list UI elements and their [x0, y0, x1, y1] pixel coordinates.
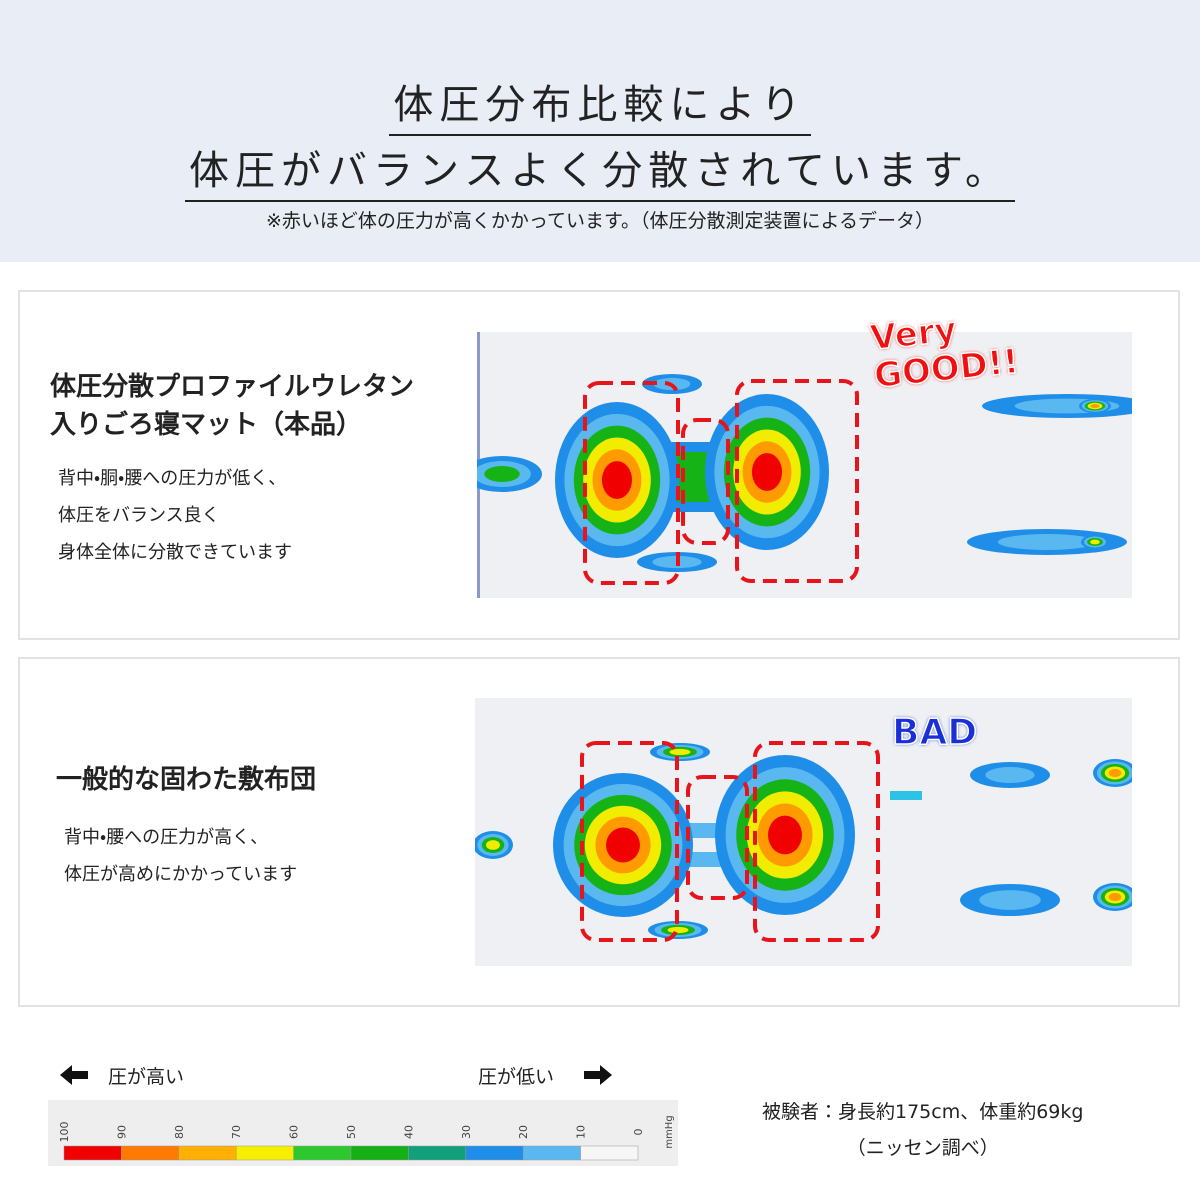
title-text: 体圧分布比較により [389, 82, 811, 136]
heat-blob [669, 748, 691, 756]
highlight-box [735, 379, 859, 583]
low-label: 圧が低い [478, 1066, 555, 1088]
heat-blob [751, 453, 783, 491]
heatmap [475, 698, 1132, 966]
heat-blob [667, 926, 689, 934]
highlight-box [753, 741, 880, 942]
highlight-box [583, 381, 680, 585]
card-description: 背中・腰への圧力が高く、 体圧が高めにかかっています [64, 819, 297, 893]
card-title-line: 入りごろ寝マット（本品） [50, 410, 363, 440]
heatmap [477, 332, 1132, 598]
arrow-left [60, 1065, 88, 1085]
scale-label: 50 [345, 1125, 358, 1139]
scale-segment [408, 1145, 467, 1161]
scale-segment [178, 1145, 237, 1161]
highlight-box [681, 418, 730, 545]
description-line: 身体全体に分散できています [58, 542, 292, 563]
scale-segment [121, 1145, 180, 1161]
card-title: 体圧分散プロファイルウレタン 入りごろ寝マット（本品） [50, 368, 414, 444]
scale-label: 10 [575, 1125, 588, 1139]
highlight-box [580, 741, 679, 942]
scale-label: 100 [58, 1122, 71, 1143]
heat-blob [985, 767, 1035, 783]
heat-blob [606, 827, 640, 863]
heat-blob [1108, 893, 1122, 901]
color-scale: 100 90 80 70 60 50 40 30 20 10 0 mmHg [48, 1100, 678, 1166]
heat-blob [484, 466, 520, 482]
subject-line: 被験者：身長約175cm、体重約69kg [762, 1101, 1084, 1123]
card-title-line: 体圧分散プロファイルウレタン [50, 372, 415, 402]
card-description: 背中・胴・腰への圧力が低く、 体圧をバランス良く 身体全体に分散できています [58, 460, 292, 571]
high-label: 圧が高い [108, 1066, 185, 1088]
scale-segment [350, 1145, 409, 1161]
heat-blob [979, 890, 1041, 910]
heat-blob [601, 461, 633, 499]
card-title: 一般的な固わた敷布団 [56, 761, 316, 799]
badge-line: BAD [891, 711, 978, 754]
heat-blob [1090, 404, 1100, 408]
note: ※赤いほど体の圧力が高くかかっています。（体圧分散測定装置によるデータ） [265, 210, 934, 232]
badge: BAD [891, 711, 978, 754]
heat-blob [768, 815, 802, 855]
scale-segment [293, 1145, 352, 1161]
heat-blob [1090, 539, 1100, 545]
scale-label: 60 [288, 1125, 301, 1139]
title-text: 体圧がバランスよく分散されています。 [185, 148, 1015, 202]
title-line: 体圧分布比較により [0, 72, 1200, 136]
scale-segment [580, 1145, 639, 1161]
scale-label: 0 [632, 1129, 645, 1136]
scale-segment [465, 1145, 524, 1161]
description-line: 体圧が高めにかかっています [64, 864, 298, 885]
description-line: 体圧をバランス良く [58, 505, 220, 526]
badge: Very GOOD!! [868, 305, 1022, 397]
highlight-box [686, 775, 749, 900]
card-title-line: 一般的な固わた敷布団 [56, 765, 317, 795]
description-line: 背中・腰への圧力が高く、 [64, 827, 269, 848]
heat-blob [890, 791, 922, 800]
heat-blob [1108, 769, 1122, 777]
scale-segment [235, 1145, 294, 1161]
title-line: 体圧がバランスよく分散されています。 [0, 138, 1200, 202]
heat-blob [486, 840, 500, 850]
scale-unit: mmHg [664, 1115, 675, 1148]
scale-label: 20 [517, 1125, 530, 1139]
scale-label: 30 [460, 1125, 473, 1139]
scale-label: 40 [402, 1125, 415, 1139]
subject: 被験者：身長約175cm、体重約69kg （ニッセン調べ） [762, 1094, 1083, 1166]
heat-blob [997, 534, 1097, 550]
scale-label: 70 [230, 1125, 243, 1139]
scale-label: 90 [115, 1125, 128, 1139]
scale-label: 80 [173, 1125, 186, 1139]
scale-segment [522, 1145, 581, 1161]
header: 体圧分布比較により 体圧がバランスよく分散されています。 ※赤いほど体の圧力が高… [0, 0, 1200, 262]
subject-line: （ニッセン調べ） [846, 1137, 999, 1159]
arrow-right [584, 1065, 612, 1085]
description-line: 背中・胴・腰への圧力が低く、 [58, 468, 287, 489]
scale-segment [63, 1145, 122, 1161]
